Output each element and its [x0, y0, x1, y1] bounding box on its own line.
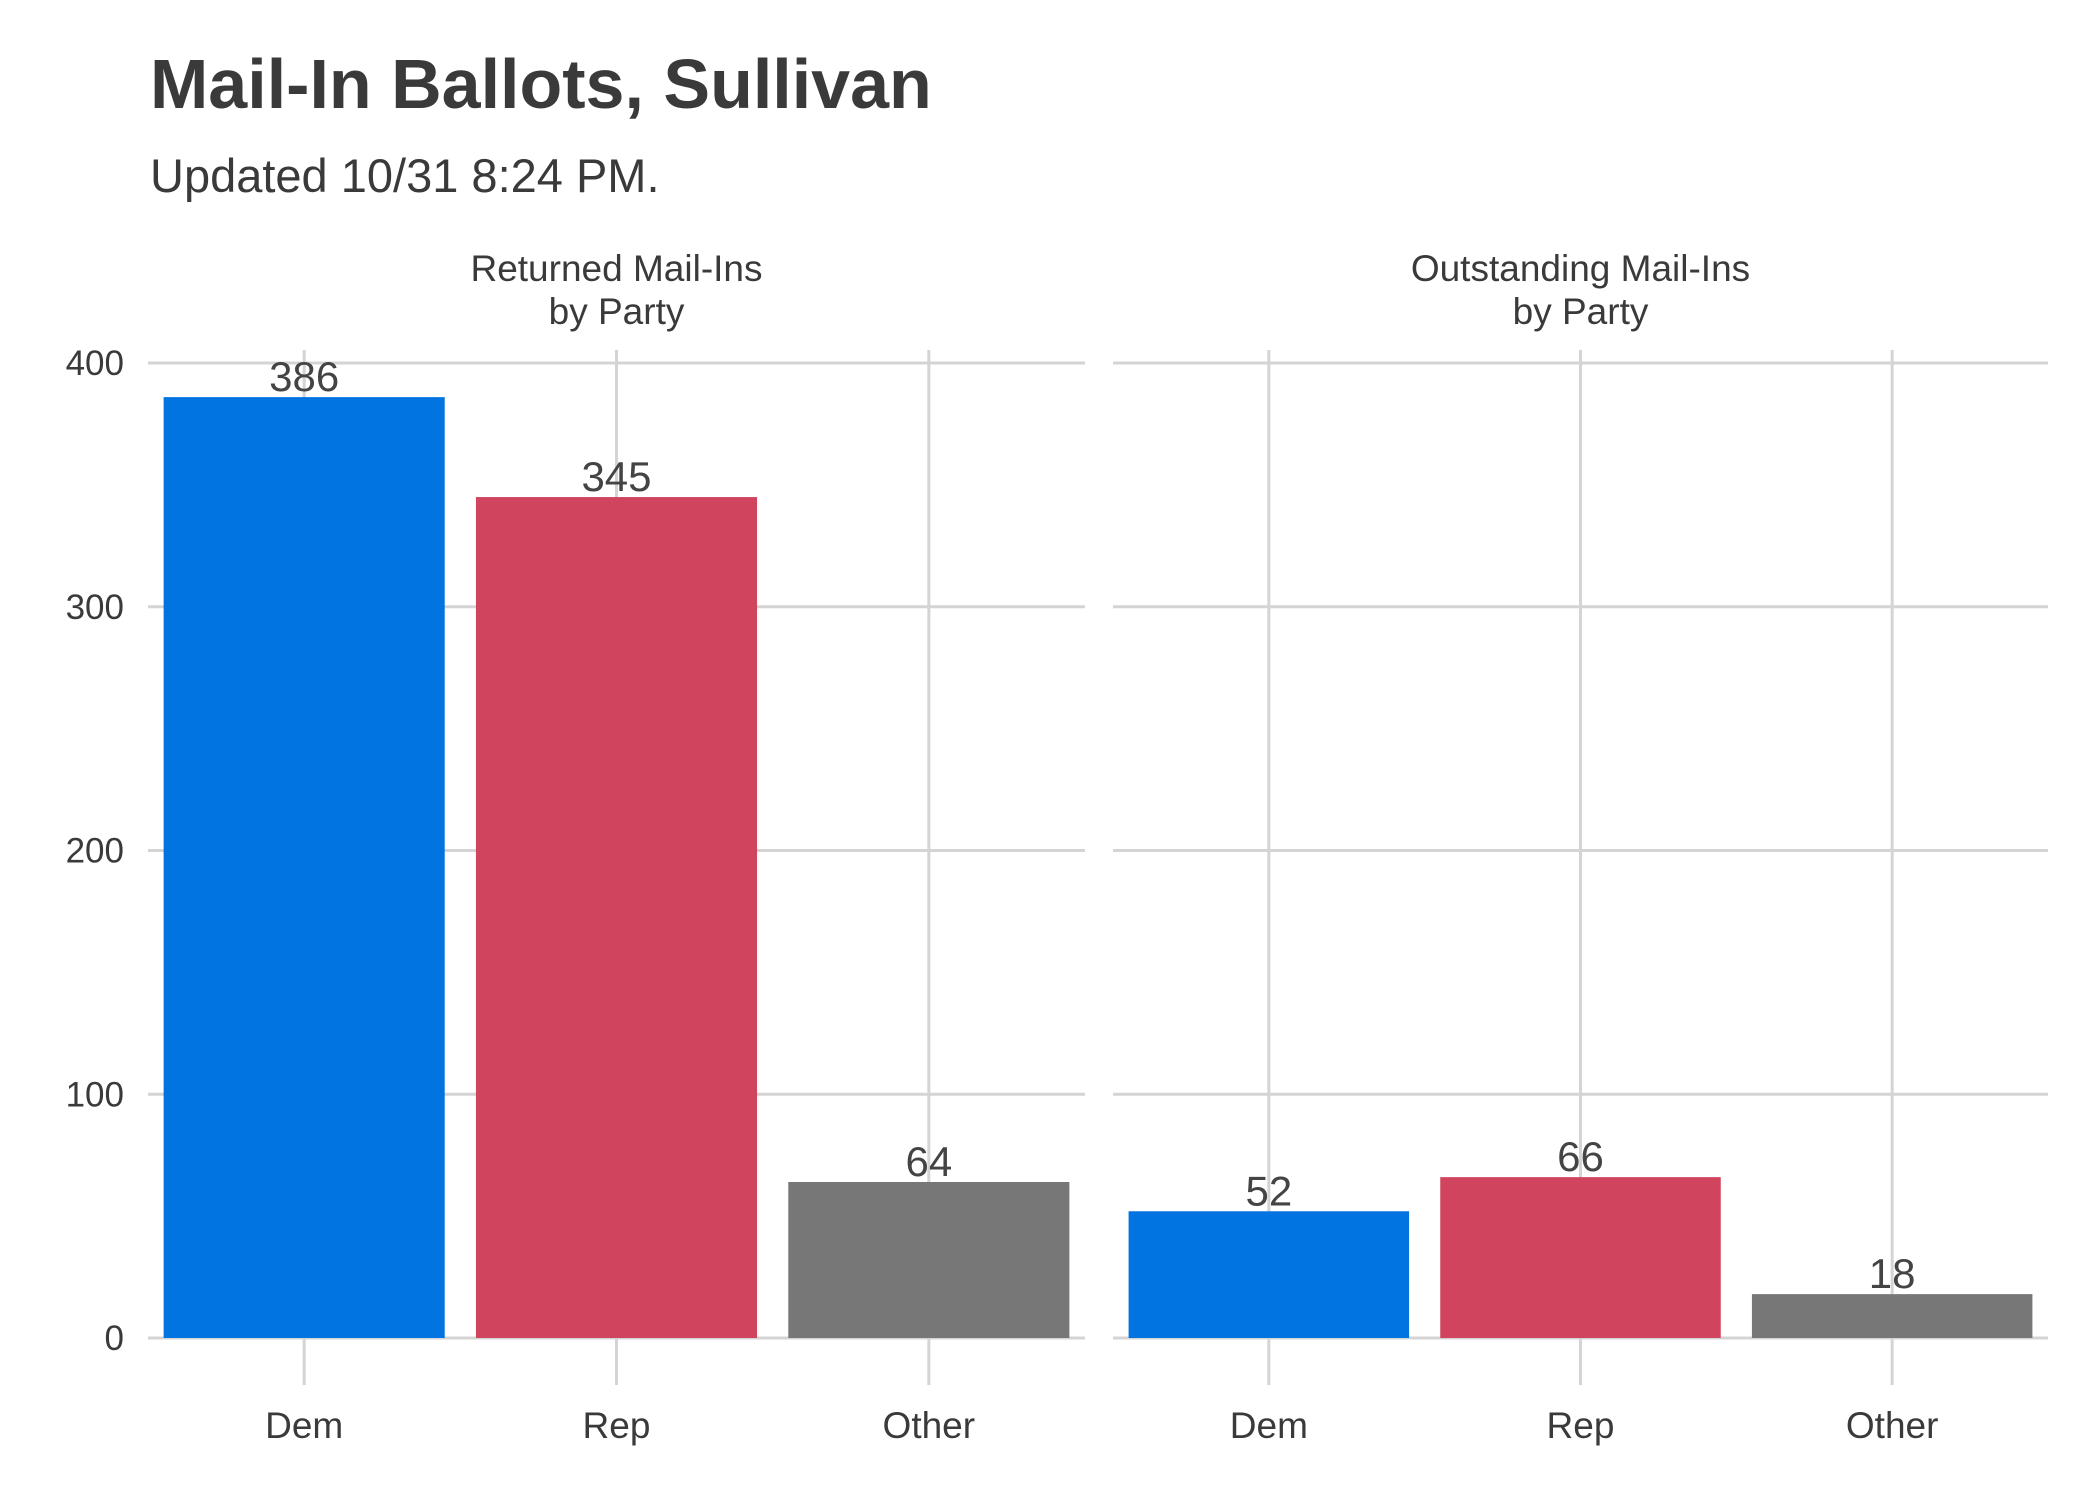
facet-title: Returned Mail-Ins — [470, 248, 762, 289]
x-tick-label: Other — [1846, 1405, 1939, 1446]
y-tick-label: 300 — [66, 588, 124, 627]
bar-rep — [1440, 1177, 1721, 1338]
bar-value-label: 64 — [905, 1138, 952, 1185]
chart-subtitle: Updated 10/31 8:24 PM. — [150, 149, 660, 202]
bar-dem — [1128, 1211, 1410, 1338]
bar-rep — [475, 497, 758, 1338]
x-tick-label: Dem — [265, 1405, 343, 1446]
x-tick-label: Dem — [1230, 1405, 1308, 1446]
x-axis: Dem Rep Other Dem Rep Other — [265, 1405, 1938, 1446]
bar-dem — [163, 397, 445, 1338]
facet-title: Outstanding Mail-Ins — [1411, 248, 1750, 289]
bar-value-label: 386 — [269, 353, 339, 400]
bar-labels: 386 345 64 52 66 18 — [269, 353, 1915, 1297]
bars — [163, 397, 2033, 1338]
bar-other — [788, 1182, 1070, 1338]
y-axis: 0 100 200 300 400 — [66, 344, 124, 1358]
x-tick-label: Rep — [583, 1405, 651, 1446]
y-tick-label: 0 — [105, 1319, 124, 1358]
bar-value-label: 52 — [1245, 1167, 1292, 1214]
x-tick-label: Rep — [1547, 1405, 1615, 1446]
y-tick-label: 100 — [66, 1075, 124, 1114]
chart-title: Mail-In Ballots, Sullivan — [150, 45, 932, 123]
bar-value-label: 66 — [1557, 1133, 1604, 1180]
bar-value-label: 18 — [1869, 1250, 1916, 1297]
x-tick-label: Other — [883, 1405, 976, 1446]
facet-title: by Party — [549, 291, 685, 332]
y-tick-label: 200 — [66, 832, 124, 871]
facet-title: by Party — [1513, 291, 1649, 332]
bar-other — [1751, 1294, 2033, 1338]
y-tick-label: 400 — [66, 344, 124, 383]
bar-value-label: 345 — [581, 453, 651, 500]
